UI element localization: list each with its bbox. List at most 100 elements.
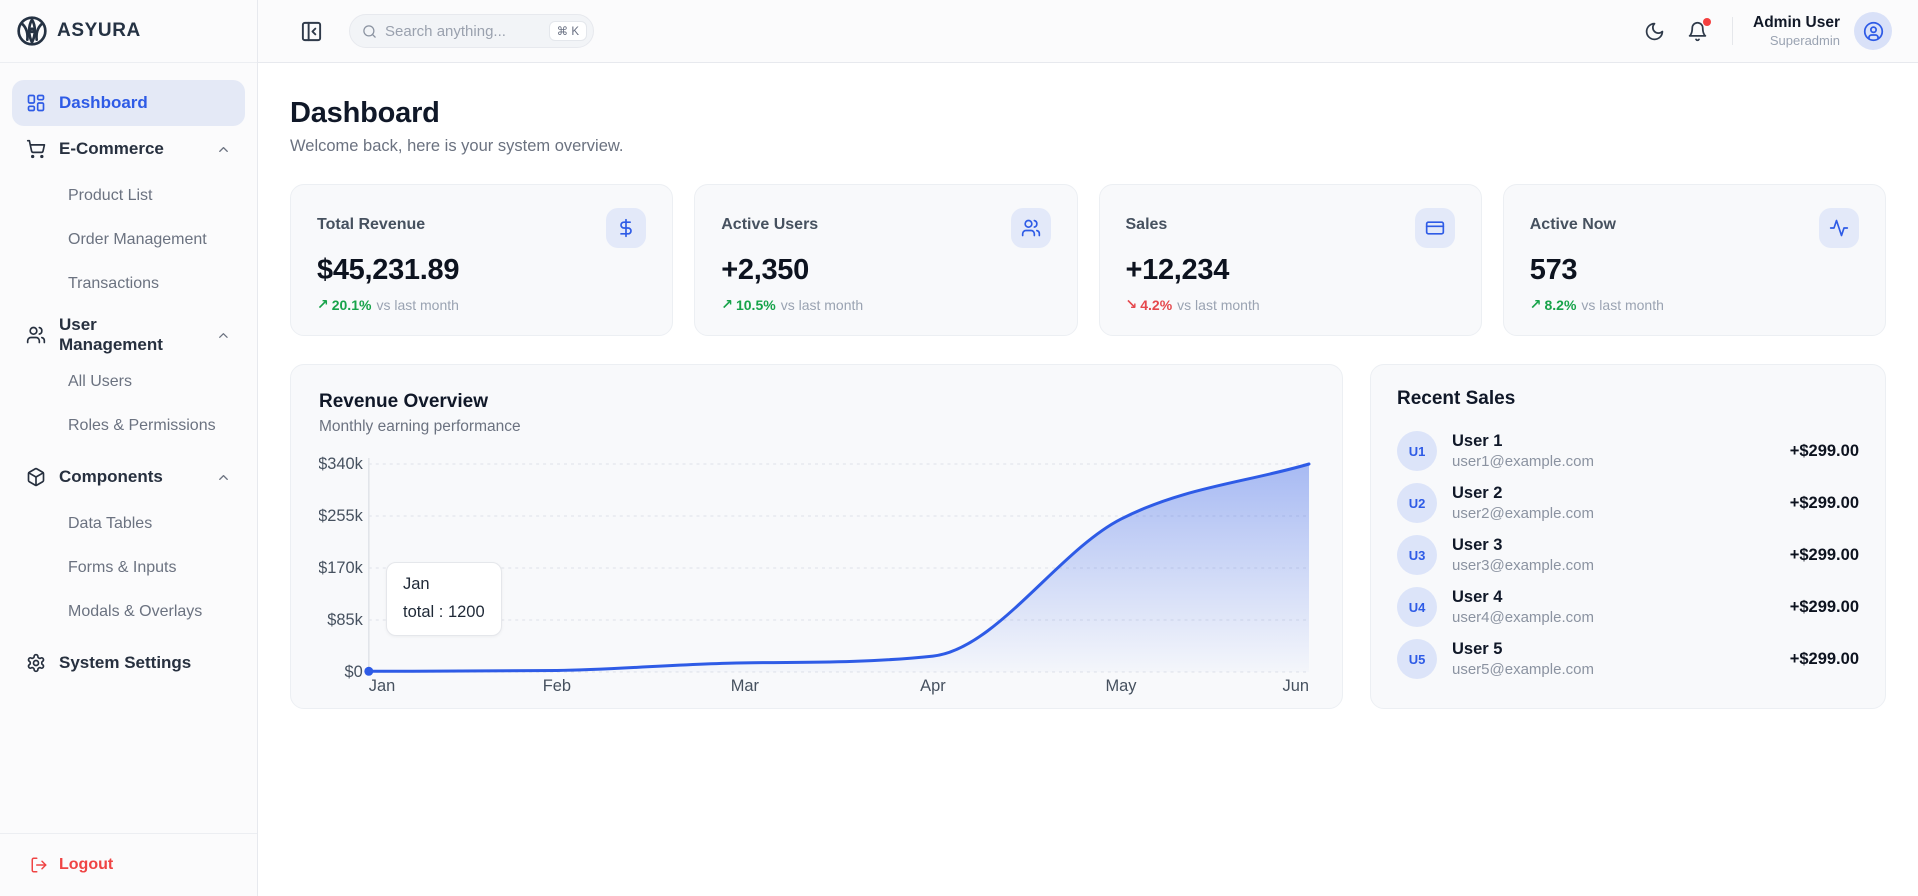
sidebar-item-modals-overlays[interactable]: Modals & Overlays bbox=[68, 603, 203, 620]
stats-grid: Total Revenue $45,231.89 ↗ 20.1% vs last … bbox=[290, 184, 1886, 336]
sidebar-item-label: E-Commerce bbox=[59, 139, 164, 158]
sidebar-item-transactions[interactable]: Transactions bbox=[68, 275, 159, 292]
avatar: U3 bbox=[1397, 535, 1437, 575]
dollar-icon bbox=[606, 208, 647, 248]
sale-name: User 5 bbox=[1452, 639, 1503, 658]
trend-arrow-icon: ↘ bbox=[1125, 296, 1138, 312]
stat-card-active-now: Active Now 573 ↗ 8.2% vs last month bbox=[1502, 184, 1886, 336]
brand: ASYURA bbox=[0, 0, 257, 63]
search-shortcut-badge: ⌘ K bbox=[548, 21, 587, 41]
avatar: U2 bbox=[1397, 483, 1437, 523]
chevron-up-icon bbox=[219, 146, 228, 152]
svg-text:Feb: Feb bbox=[543, 677, 571, 695]
notification-dot bbox=[1703, 17, 1711, 26]
list-item[interactable]: U2 User 2 user2@example.com +$299.00 bbox=[1397, 477, 1859, 529]
sidebar-item-user-management[interactable]: User Management bbox=[12, 312, 245, 358]
trend-badge: ↘ 4.2% bbox=[1125, 296, 1173, 313]
sidebar-item-forms-inputs[interactable]: Forms & Inputs bbox=[68, 559, 177, 576]
sidebar-item-order-management[interactable]: Order Management bbox=[68, 231, 207, 248]
sale-name: User 1 bbox=[1452, 431, 1503, 450]
trend-badge: ↗ 10.5% bbox=[721, 296, 776, 313]
sidebar-item-roles-permissions[interactable]: Roles & Permissions bbox=[68, 417, 216, 434]
logout-icon bbox=[31, 857, 47, 873]
svg-text:$255k: $255k bbox=[319, 507, 364, 525]
sale-email: user5@example.com bbox=[1452, 660, 1594, 678]
sidebar-item-dashboard[interactable]: Dashboard bbox=[12, 80, 245, 126]
sale-amount: +$299.00 bbox=[1789, 649, 1859, 668]
sidebar-item-label: Dashboard bbox=[59, 93, 148, 112]
trend-suffix: vs last month bbox=[1177, 296, 1260, 313]
sidebar-item-product-list[interactable]: Product List bbox=[68, 187, 153, 204]
topbar-divider bbox=[1732, 17, 1733, 45]
tooltip-value: total : 1200 bbox=[403, 603, 485, 621]
stat-label: Total Revenue bbox=[317, 216, 426, 233]
stat-label: Active Now bbox=[1529, 216, 1616, 233]
trend-arrow-icon: ↗ bbox=[317, 296, 329, 312]
list-item[interactable]: U5 User 5 user5@example.com +$299.00 bbox=[1397, 633, 1859, 685]
sale-email: user2@example.com bbox=[1452, 504, 1594, 522]
search-input[interactable] bbox=[385, 22, 541, 40]
sidebar-item-system-settings[interactable]: System Settings bbox=[12, 640, 245, 686]
panel-left-close-icon bbox=[301, 21, 322, 41]
content-column: ⌘ K Admin User Superadmin bbox=[258, 0, 1918, 896]
sidebar-sublist-ecommerce: Product List Order Management Transactio… bbox=[12, 172, 245, 312]
sidebar-item-label: User Management bbox=[59, 315, 163, 354]
tooltip-label: Jan bbox=[403, 575, 430, 593]
user-info: Admin User Superadmin bbox=[1753, 13, 1840, 49]
chevron-up-icon bbox=[219, 332, 228, 338]
sidebar-item-label: System Settings bbox=[59, 653, 192, 672]
brand-name: ASYURA bbox=[57, 20, 141, 41]
sale-email: user3@example.com bbox=[1452, 556, 1594, 574]
search-box[interactable]: ⌘ K bbox=[349, 14, 594, 48]
chevron-up-icon bbox=[219, 474, 228, 480]
user-circle-icon bbox=[1863, 21, 1883, 41]
user-role: Superadmin bbox=[1769, 32, 1840, 48]
sale-amount: +$299.00 bbox=[1789, 441, 1859, 460]
recent-sales-title: Recent Sales bbox=[1397, 388, 1516, 409]
dark-mode-toggle[interactable] bbox=[1640, 17, 1669, 46]
topbar: ⌘ K Admin User Superadmin bbox=[258, 0, 1918, 63]
stat-value: $45,231.89 bbox=[317, 254, 460, 286]
logout-button[interactable]: Logout bbox=[16, 848, 241, 882]
sale-email: user4@example.com bbox=[1452, 608, 1594, 626]
activity-icon bbox=[1819, 208, 1859, 248]
stat-card-total-revenue: Total Revenue $45,231.89 ↗ 20.1% vs last … bbox=[290, 184, 674, 336]
trend-arrow-icon: ↗ bbox=[721, 296, 733, 312]
stat-value: +12,234 bbox=[1125, 254, 1230, 286]
stat-label: Active Users bbox=[721, 216, 819, 233]
page-subtitle: Welcome back, here is your system overvi… bbox=[290, 137, 624, 155]
stat-value: +2,350 bbox=[721, 254, 809, 286]
svg-text:$0: $0 bbox=[345, 663, 363, 681]
svg-text:$170k: $170k bbox=[319, 559, 364, 577]
avatar: U1 bbox=[1397, 431, 1437, 471]
user-name: Admin User bbox=[1753, 14, 1840, 32]
svg-text:$85k: $85k bbox=[327, 611, 363, 629]
avatar: U4 bbox=[1397, 587, 1437, 627]
sidebar-item-ecommerce[interactable]: E-Commerce bbox=[12, 126, 245, 172]
avatar[interactable] bbox=[1854, 12, 1892, 50]
revenue-area-chart[interactable]: $340k $255k $170k $85k $0 Jan Feb Mar Apr May Jun bbox=[319, 446, 1314, 698]
list-item[interactable]: U1 User 1 user1@example.com +$299.00 bbox=[1397, 425, 1859, 477]
moon-icon bbox=[1645, 22, 1664, 40]
sidebar-collapse-button[interactable] bbox=[296, 16, 327, 47]
stat-trend-row: ↘ 4.2% vs last month bbox=[1126, 296, 1455, 313]
sidebar-sublist-user-management: All Users Roles & Permissions bbox=[12, 358, 245, 454]
notifications-button[interactable] bbox=[1683, 17, 1712, 46]
svg-text:Mar: Mar bbox=[731, 677, 760, 695]
sale-name: User 3 bbox=[1452, 535, 1503, 554]
sale-name: User 4 bbox=[1452, 587, 1503, 606]
trend-suffix: vs last month bbox=[376, 296, 459, 313]
list-item[interactable]: U3 User 3 user3@example.com +$299.00 bbox=[1397, 529, 1859, 581]
users-icon bbox=[1010, 208, 1051, 248]
list-item[interactable]: U4 User 4 user4@example.com +$299.00 bbox=[1397, 581, 1859, 633]
stat-card-active-users: Active Users +2,350 ↗ 10.5% vs last month bbox=[694, 184, 1078, 336]
sidebar-item-label: Components bbox=[59, 467, 163, 486]
trend-badge: ↗ 20.1% bbox=[317, 296, 372, 313]
sidebar-item-data-tables[interactable]: Data Tables bbox=[68, 515, 153, 532]
sale-name: User 2 bbox=[1452, 483, 1503, 502]
trend-suffix: vs last month bbox=[780, 296, 864, 313]
svg-text:Jun: Jun bbox=[1283, 677, 1309, 695]
avatar: U5 bbox=[1397, 639, 1437, 679]
sidebar-item-components[interactable]: Components bbox=[12, 454, 245, 500]
sidebar-item-all-users[interactable]: All Users bbox=[68, 373, 133, 390]
